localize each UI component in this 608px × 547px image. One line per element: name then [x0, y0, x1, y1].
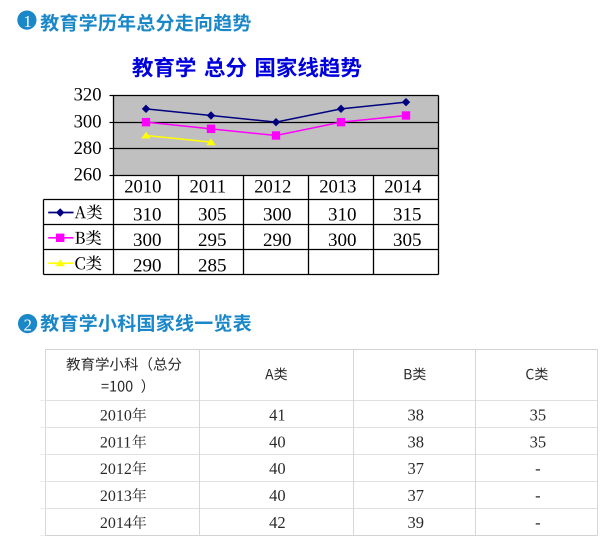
svg-text:320: 320	[74, 85, 102, 106]
svg-text:2014: 2014	[100, 515, 132, 532]
svg-text:-: -	[535, 459, 541, 478]
svg-text:1: 1	[23, 12, 31, 31]
svg-text:310: 310	[328, 204, 357, 225]
svg-text:38: 38	[408, 432, 425, 451]
svg-text:290: 290	[263, 230, 292, 251]
svg-text:285: 285	[198, 255, 227, 276]
svg-text:295: 295	[198, 230, 227, 251]
svg-text:42: 42	[269, 513, 286, 532]
svg-text:41: 41	[269, 405, 286, 424]
svg-text:260: 260	[74, 165, 102, 186]
svg-text:37: 37	[408, 459, 425, 478]
svg-text:2013: 2013	[319, 177, 356, 198]
svg-text:2: 2	[24, 316, 32, 335]
svg-text:2010: 2010	[100, 407, 132, 424]
svg-text:37: 37	[408, 486, 425, 505]
svg-text:310: 310	[133, 204, 162, 225]
svg-text:35: 35	[530, 432, 547, 451]
svg-text:40: 40	[269, 459, 286, 478]
svg-text:38: 38	[408, 405, 425, 424]
svg-text:305: 305	[198, 204, 227, 225]
svg-text:300: 300	[263, 204, 292, 225]
svg-text:40: 40	[269, 432, 286, 451]
svg-text:39: 39	[408, 513, 425, 532]
svg-text:2011: 2011	[190, 177, 227, 198]
svg-text:-: -	[535, 486, 541, 505]
svg-text:2012: 2012	[100, 461, 132, 478]
svg-text:35: 35	[530, 405, 547, 424]
svg-text:2011: 2011	[100, 434, 131, 451]
svg-text:280: 280	[74, 138, 102, 159]
svg-text:300: 300	[133, 230, 162, 251]
svg-text:-: -	[535, 513, 541, 532]
svg-text:2014: 2014	[384, 177, 421, 198]
svg-text:300: 300	[74, 112, 102, 133]
svg-text:2012: 2012	[254, 177, 291, 198]
svg-text:315: 315	[393, 204, 422, 225]
svg-text:40: 40	[269, 486, 286, 505]
svg-text:2010: 2010	[124, 177, 161, 198]
svg-text:300: 300	[328, 230, 357, 251]
svg-text:305: 305	[393, 230, 422, 251]
svg-text:2013: 2013	[100, 488, 132, 505]
svg-text:290: 290	[133, 255, 162, 276]
